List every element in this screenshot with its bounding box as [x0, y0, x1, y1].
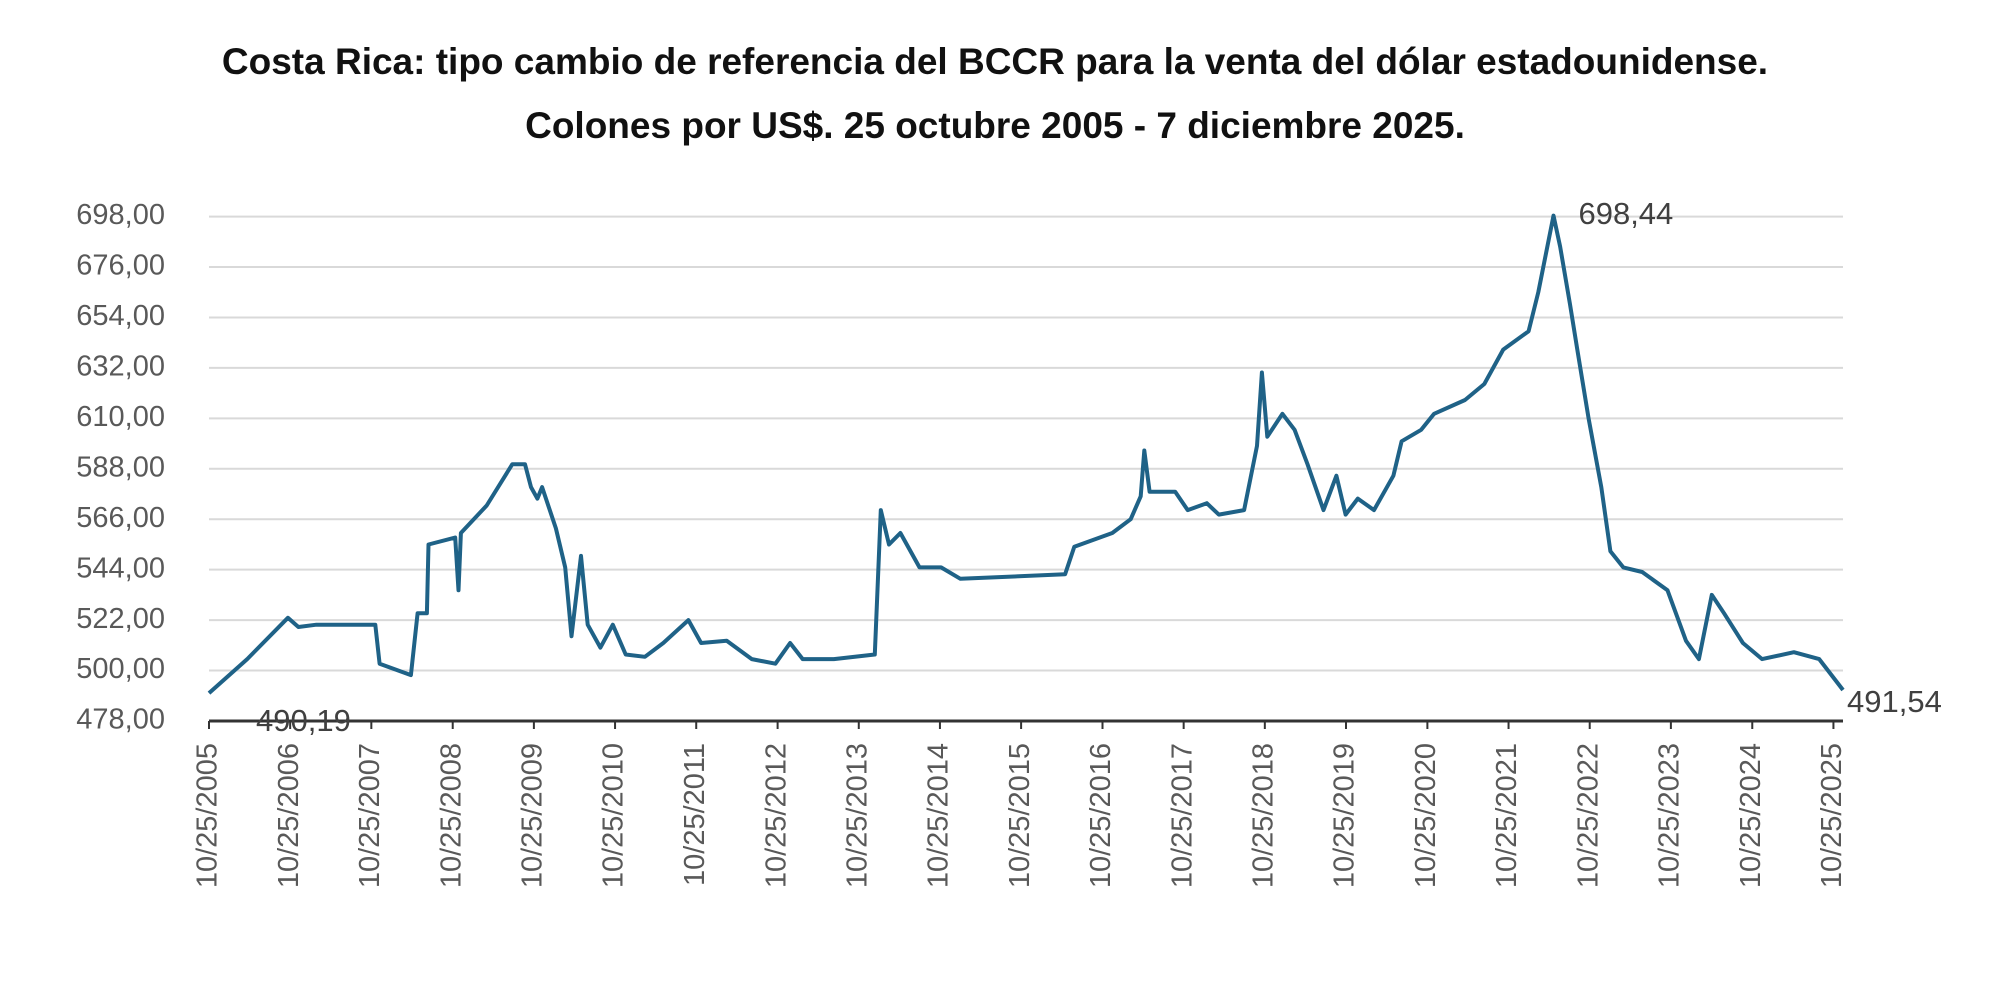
x-tick-label: 10/25/2015 [1004, 743, 1036, 888]
x-tick-label: 10/25/2023 [1654, 743, 1686, 888]
y-tick-label: 676,00 [76, 250, 165, 282]
x-tick-label: 10/25/2013 [841, 743, 873, 888]
y-tick-label: 500,00 [76, 653, 165, 685]
y-tick-label: 566,00 [76, 502, 165, 534]
x-tick-label: 10/25/2009 [517, 743, 549, 888]
chart-title: Costa Rica: tipo cambio de referencia de… [221, 41, 1769, 146]
x-tick-label: 10/25/2005 [192, 743, 224, 888]
y-tick-label: 610,00 [76, 401, 165, 433]
line [207, 213, 1845, 695]
x-tick-label: 10/25/2019 [1329, 743, 1361, 888]
x-tick-label: 10/25/2011 [679, 743, 711, 886]
x-tick-label: 10/25/2012 [760, 743, 792, 888]
x-tick-label: 10/25/2010 [598, 743, 630, 888]
x-tick-label: 10/25/2024 [1735, 743, 1767, 888]
x-tick-label: 10/25/2020 [1410, 743, 1442, 888]
y-tick-label: 478,00 [76, 704, 165, 736]
data-label: 491,54 [1847, 684, 1942, 719]
y-tick-label: 654,00 [76, 300, 165, 332]
y-tick-label: 632,00 [76, 351, 165, 383]
data-label: 490,19 [256, 703, 351, 738]
x-tick-label: 10/25/2006 [273, 743, 305, 888]
x-tick-label: 10/25/2016 [1085, 743, 1117, 888]
x-tick-label: 10/25/2007 [354, 743, 386, 888]
x-tick-label: 10/25/2017 [1166, 743, 1198, 888]
data-label: 698,44 [1578, 196, 1673, 231]
y-tick-label: 588,00 [76, 451, 165, 483]
x-tick-label: 10/25/2008 [435, 743, 467, 888]
x-tick-label: 10/25/2022 [1572, 743, 1604, 888]
x-tick-label: 10/25/2014 [923, 743, 955, 888]
y-tick-label: 544,00 [76, 552, 165, 584]
x-tick-label: 10/25/2025 [1816, 743, 1848, 888]
y-tick-label: 698,00 [76, 199, 165, 231]
x-tick-label: 10/25/2021 [1491, 743, 1523, 888]
x-tick-label: 10/25/2018 [1247, 743, 1279, 888]
y-tick-label: 522,00 [76, 603, 165, 635]
